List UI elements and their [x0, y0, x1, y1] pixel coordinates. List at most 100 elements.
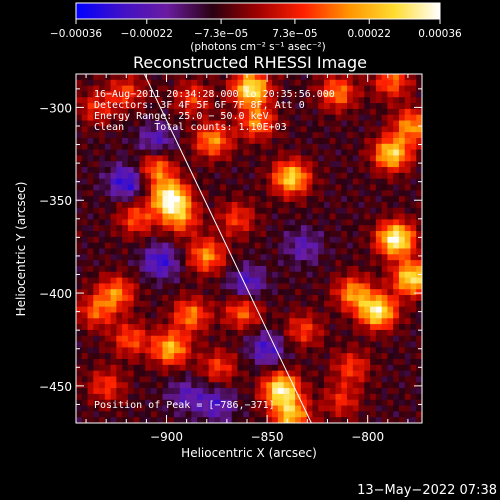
heatmap-cell: [370, 364, 377, 372]
heatmap-cell: [87, 283, 94, 290]
heatmap-cell: [398, 341, 406, 348]
heatmap-cell: [150, 85, 158, 93]
heatmap-cell: [104, 196, 112, 203]
heatmap-cell: [150, 265, 158, 273]
heatmap-cell: [347, 231, 354, 238]
heatmap-cell: [272, 324, 279, 331]
heatmap-cell: [87, 265, 94, 273]
heatmap-cell: [312, 178, 319, 186]
heatmap-cell: [145, 324, 152, 331]
heatmap-cell: [231, 318, 239, 325]
heatmap-cell: [93, 364, 100, 372]
heatmap-cell: [243, 190, 250, 197]
heatmap-cell: [306, 312, 314, 319]
heatmap-cell: [208, 347, 215, 354]
heatmap-cell: [341, 388, 348, 395]
heatmap-cell: [104, 306, 112, 314]
heatmap-cell: [87, 364, 94, 372]
heatmap-cell: [243, 376, 250, 383]
heatmap-cell: [272, 207, 279, 215]
heatmap-cell: [266, 225, 273, 232]
heatmap-cell: [202, 126, 210, 133]
heatmap-cell: [174, 219, 181, 226]
heatmap-cell: [93, 329, 100, 337]
heatmap-cell: [150, 318, 158, 325]
heatmap-cell: [347, 213, 354, 221]
heatmap-cell: [162, 103, 169, 110]
heatmap-cell: [323, 196, 331, 203]
heatmap-cell: [133, 248, 141, 255]
heatmap-cell: [243, 324, 250, 331]
heatmap-cell: [156, 242, 164, 250]
heatmap-cell: [277, 74, 285, 81]
heatmap-cell: [370, 137, 377, 145]
heatmap-cell: [364, 120, 371, 127]
heatmap-cell: [150, 364, 158, 372]
heatmap-cell: [306, 411, 314, 418]
heatmap-cell: [266, 137, 273, 145]
heatmap-cell: [116, 260, 123, 267]
heatmap-cell: [104, 178, 112, 186]
heatmap-cell: [347, 265, 354, 273]
heatmap-cell: [81, 399, 89, 407]
heatmap-cell: [352, 79, 360, 87]
heatmap-cell: [93, 382, 100, 389]
heatmap-cell: [110, 306, 117, 314]
heatmap-cell: [398, 172, 406, 180]
heatmap-cell: [156, 225, 164, 232]
heatmap-cell: [133, 91, 141, 98]
heatmap-cell: [364, 213, 371, 221]
heatmap-cell: [323, 260, 331, 267]
heatmap-cell: [289, 265, 296, 273]
heatmap-cell: [116, 219, 123, 226]
heatmap-cell: [277, 114, 285, 122]
heatmap-cell: [335, 295, 342, 302]
heatmap-cell: [122, 126, 129, 133]
heatmap-cell: [145, 306, 152, 314]
heatmap-cell: [93, 74, 100, 81]
heatmap-cell: [358, 341, 365, 348]
heatmap-cell: [214, 318, 221, 325]
heatmap-cell: [81, 283, 89, 290]
heatmap-cell: [116, 97, 123, 104]
heatmap-cell: [208, 225, 215, 232]
heatmap-cell: [197, 341, 204, 348]
heatmap-cell: [364, 399, 371, 407]
heatmap-cell: [329, 359, 337, 366]
heatmap-cell: [364, 289, 371, 296]
heatmap-cell: [323, 213, 331, 221]
heatmap-cell: [208, 324, 215, 331]
heatmap-cell: [208, 149, 215, 157]
heatmap-cell: [387, 114, 394, 122]
heatmap-cell: [410, 219, 417, 226]
heatmap-cell: [197, 178, 204, 186]
heatmap-cell: [116, 254, 123, 261]
heatmap-cell: [398, 306, 406, 314]
heatmap-cell: [323, 300, 331, 308]
heatmap-cell: [145, 417, 152, 423]
heatmap-cell: [312, 260, 319, 267]
heatmap-cell: [127, 248, 135, 255]
heatmap-cell: [358, 347, 365, 354]
heatmap-cell: [329, 196, 337, 203]
colorbar-tick-label: −7.3e−05: [194, 28, 248, 40]
heatmap-cell: [277, 277, 285, 284]
heatmap-cell: [254, 347, 262, 354]
heatmap-cell: [254, 300, 262, 308]
heatmap-cell: [260, 149, 267, 157]
heatmap-cell: [133, 178, 141, 186]
heatmap-cell: [156, 411, 164, 418]
heatmap-cell: [191, 207, 198, 215]
heatmap-cell: [243, 201, 250, 209]
heatmap-cell: [398, 318, 406, 325]
heatmap-cell: [375, 219, 383, 226]
heatmap-cell: [162, 376, 169, 383]
heatmap-cell: [127, 143, 135, 151]
heatmap-cell: [289, 324, 296, 331]
heatmap-cell: [375, 254, 383, 261]
heatmap-cell: [174, 364, 181, 372]
heatmap-cell: [358, 300, 365, 308]
heatmap-cell: [237, 364, 244, 372]
heatmap-cell: [179, 283, 187, 290]
heatmap-cell: [260, 225, 267, 232]
